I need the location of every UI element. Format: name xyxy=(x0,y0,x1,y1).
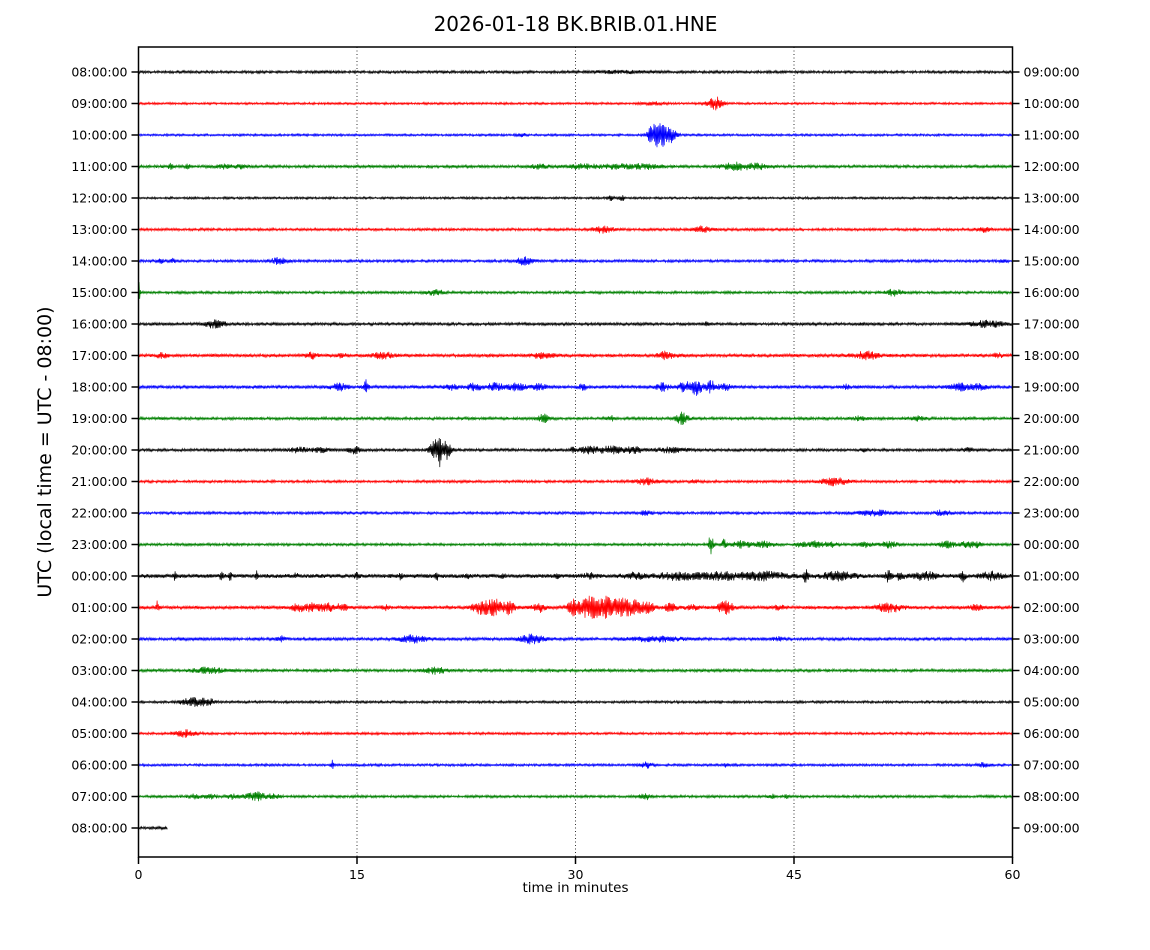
utc-time-label: 14:00:00 xyxy=(71,254,127,269)
utc-time-label: 13:00:00 xyxy=(71,222,127,237)
utc-time-label: 09:00:00 xyxy=(71,96,127,111)
trace-row xyxy=(138,161,1013,172)
local-time-label: 00:00:00 xyxy=(1024,537,1080,552)
local-time-label: 05:00:00 xyxy=(1024,695,1080,710)
trace-row xyxy=(138,437,1013,468)
utc-time-label: 15:00:00 xyxy=(71,285,127,300)
local-time-label: 20:00:00 xyxy=(1024,411,1080,426)
utc-time-label: 01:00:00 xyxy=(71,600,127,615)
utc-time-label: 23:00:00 xyxy=(71,537,127,552)
local-time-label: 13:00:00 xyxy=(1024,191,1080,206)
trace-row xyxy=(138,729,1013,738)
local-time-label: 02:00:00 xyxy=(1024,600,1080,615)
local-time-label: 19:00:00 xyxy=(1024,380,1080,395)
local-time-label: 22:00:00 xyxy=(1024,474,1080,489)
utc-time-label: 20:00:00 xyxy=(71,443,127,458)
trace-row xyxy=(138,282,1013,299)
trace-row xyxy=(138,759,1013,770)
x-axis-label: time in minutes xyxy=(522,880,629,896)
trace-row xyxy=(138,477,1013,487)
plot-title: 2026-01-18 BK.BRIB.01.HNE xyxy=(433,12,718,36)
trace-row xyxy=(138,537,1013,555)
trace-row xyxy=(138,595,1013,619)
utc-time-label: 08:00:00 xyxy=(71,65,127,80)
local-time-label: 16:00:00 xyxy=(1024,285,1080,300)
utc-time-label: 11:00:00 xyxy=(71,159,127,174)
trace-row xyxy=(138,666,1013,675)
local-time-label: 09:00:00 xyxy=(1024,65,1080,80)
x-tick-label: 15 xyxy=(349,867,365,882)
local-time-label: 15:00:00 xyxy=(1024,254,1080,269)
trace-row xyxy=(138,569,1013,583)
local-time-label: 17:00:00 xyxy=(1024,317,1080,332)
local-time-label: 07:00:00 xyxy=(1024,758,1080,773)
local-time-label: 11:00:00 xyxy=(1024,128,1080,143)
trace-row xyxy=(138,633,1013,645)
utc-time-label: 05:00:00 xyxy=(71,726,127,741)
x-tick-label: 30 xyxy=(568,867,584,882)
local-time-label: 21:00:00 xyxy=(1024,443,1080,458)
x-tick-label: 0 xyxy=(135,867,143,882)
trace-row xyxy=(138,791,1013,802)
utc-time-label: 12:00:00 xyxy=(71,191,127,206)
utc-time-label: 08:00:00 xyxy=(71,821,127,836)
local-time-label: 01:00:00 xyxy=(1024,569,1080,584)
trace-row xyxy=(138,411,1013,426)
utc-time-label: 02:00:00 xyxy=(71,632,127,647)
utc-time-label: 16:00:00 xyxy=(71,317,127,332)
trace-row xyxy=(138,195,1013,202)
trace-row xyxy=(138,69,1013,75)
utc-time-label: 17:00:00 xyxy=(71,348,127,363)
local-time-label: 03:00:00 xyxy=(1024,632,1080,647)
local-time-label: 06:00:00 xyxy=(1024,726,1080,741)
trace-row xyxy=(138,509,1013,517)
utc-time-label: 04:00:00 xyxy=(71,695,127,710)
trace-row xyxy=(138,96,1013,111)
local-time-label: 23:00:00 xyxy=(1024,506,1080,521)
utc-time-label: 21:00:00 xyxy=(71,474,127,489)
utc-time-label: 18:00:00 xyxy=(71,380,127,395)
trace-row xyxy=(138,379,1013,396)
trace-row xyxy=(138,697,1013,707)
utc-time-label: 22:00:00 xyxy=(71,506,127,521)
local-time-label: 14:00:00 xyxy=(1024,222,1080,237)
trace-row xyxy=(138,256,1013,266)
local-time-label: 09:00:00 xyxy=(1024,821,1080,836)
trace-row xyxy=(138,123,1013,148)
local-time-label: 12:00:00 xyxy=(1024,159,1080,174)
utc-time-label: 10:00:00 xyxy=(71,128,127,143)
local-time-label: 04:00:00 xyxy=(1024,663,1080,678)
trace-row xyxy=(138,225,1013,234)
trace-row xyxy=(138,825,168,831)
utc-time-label: 00:00:00 xyxy=(71,569,127,584)
trace-row xyxy=(138,319,1013,329)
utc-time-label: 03:00:00 xyxy=(71,663,127,678)
local-time-label: 08:00:00 xyxy=(1024,789,1080,804)
local-time-label: 10:00:00 xyxy=(1024,96,1080,111)
utc-time-label: 06:00:00 xyxy=(71,758,127,773)
utc-time-label: 07:00:00 xyxy=(71,789,127,804)
utc-time-label: 19:00:00 xyxy=(71,411,127,426)
x-tick-label: 45 xyxy=(786,867,802,882)
trace-row xyxy=(138,350,1013,361)
local-time-label: 18:00:00 xyxy=(1024,348,1080,363)
x-tick-label: 60 xyxy=(1005,867,1021,882)
